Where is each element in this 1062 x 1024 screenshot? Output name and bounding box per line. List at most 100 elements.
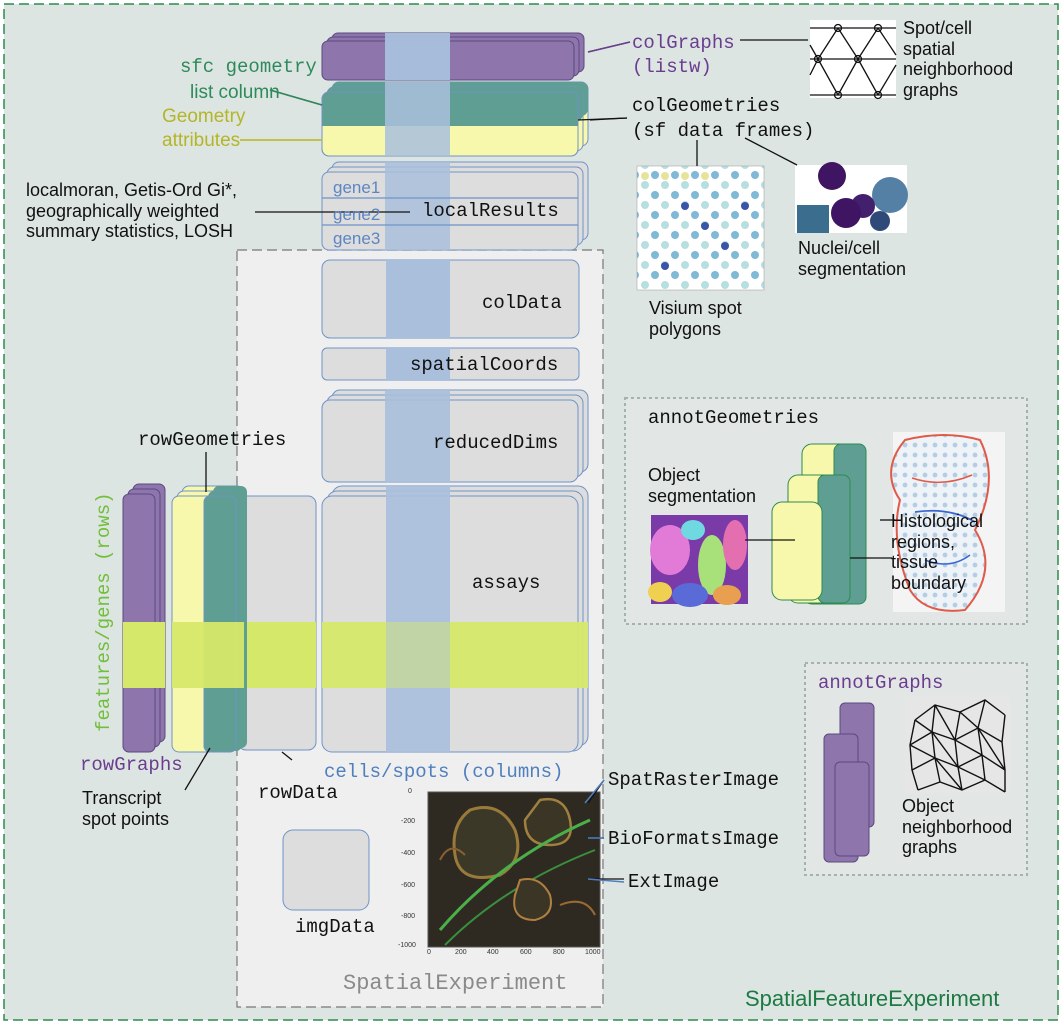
sfc-connector — [269, 89, 323, 106]
assays-stack — [321, 485, 589, 753]
colgeometries-label: colGeometries — [632, 95, 781, 117]
object-seg-line: segmentation — [648, 485, 757, 506]
sfc-geometry-label: sfc geometry — [180, 56, 317, 79]
histological-line: boundary — [891, 573, 967, 594]
sfc-geometry-word-1: sfc geometry — [180, 56, 317, 78]
local-stats-line: summary statistics, LOSH — [26, 221, 234, 242]
rowdata-box — [237, 495, 317, 751]
colgraphs-stack — [321, 32, 585, 81]
colgeometries-type-label: (sf data frames) — [632, 120, 815, 142]
visium-yellow — [641, 172, 709, 180]
histological-caption: Histological regions, tissue boundary — [891, 511, 983, 594]
image-connector-1 — [584, 779, 605, 804]
geometry-attributes-label-2: attributes — [162, 130, 241, 151]
spot-graph-caption: Spot/cell spatial neighborhood graphs — [903, 18, 1013, 101]
transcript-caption: Transcript spot points — [82, 788, 169, 829]
local-stats-line: geographically weighted — [26, 200, 220, 221]
spot-graph-line: Spot/cell — [903, 18, 973, 38]
image-connector-3 — [587, 878, 625, 883]
spot-graph-line: neighborhood — [903, 59, 1014, 80]
spatialcoords-label: spatialCoords — [410, 354, 559, 376]
y-tick-label: -1000 — [398, 942, 416, 949]
object-neighborhood-line: Object — [902, 796, 955, 816]
y-tick-label: -800 — [401, 913, 416, 920]
visium-thumbnail — [636, 165, 765, 291]
x-tick-label: 0 — [427, 949, 431, 956]
histology-thumbnail — [890, 432, 1005, 612]
bioformats-label: BioFormatsImage — [608, 828, 780, 850]
annotgraphs-label: annotGraphs — [818, 672, 944, 694]
object-seg-thumbnail — [648, 515, 748, 607]
annotgraphs-stack — [823, 702, 875, 863]
local-stats-caption: localmoran, Getis-Ord Gi*, geographicall… — [26, 180, 237, 242]
histological-line: Histological — [891, 511, 984, 531]
transcript-line: spot points — [82, 808, 170, 829]
reduceddims-stack — [321, 389, 589, 483]
raster-image-thumbnail — [427, 791, 601, 948]
spot-graph-icon — [809, 20, 897, 100]
extimage-label: ExtImage — [628, 871, 720, 893]
object-neighborhood-caption: Object neighborhood graphs — [902, 796, 1012, 858]
rowgraphs-label: rowGraphs — [80, 754, 183, 776]
object-seg-line: Object — [648, 465, 701, 485]
local-stats-line: localmoran, Getis-Ord Gi*, — [26, 180, 238, 200]
spot-graph-line: spatial — [903, 38, 956, 59]
localresults-stack — [321, 161, 589, 251]
imgdata-box — [282, 829, 370, 911]
annotgeometries-stack — [771, 443, 867, 605]
x-tick-label: 800 — [553, 949, 565, 956]
nuclei-line: Nuclei/cell — [798, 238, 881, 258]
cells-axis-label: cells/spots (columns) — [324, 761, 564, 783]
rowgeometries-stack — [171, 485, 247, 753]
spot-graph-line: graphs — [903, 80, 959, 101]
colgraphs-type-label: (listw) — [632, 56, 712, 78]
object-neighborhood-line: graphs — [902, 837, 958, 858]
x-tick-label: 600 — [520, 949, 532, 956]
spatialcoords-box — [321, 347, 580, 381]
histological-line: tissue — [891, 552, 939, 573]
colgraphs-label: colGraphs — [632, 32, 735, 54]
nuclei-thumbnail — [795, 162, 908, 233]
features-axis-label: features/genes (rows) — [93, 492, 116, 732]
colgeometries-stack — [321, 81, 589, 157]
geometry-attributes-label-1: Geometry — [162, 106, 246, 127]
reduceddims-label: reducedDims — [433, 432, 559, 454]
nuclei-line: segmentation — [798, 258, 907, 279]
gene3-label: gene3 — [333, 229, 381, 248]
colgeom-connector — [577, 117, 628, 121]
visium-line: polygons — [649, 318, 722, 339]
transcript-line: Transcript — [82, 788, 162, 808]
visium-caption: Visium spot polygons — [649, 298, 742, 339]
imgdata-label: imgData — [295, 916, 375, 938]
visium-highlights — [661, 202, 749, 270]
gene2-label: gene2 — [333, 205, 381, 224]
y-tick-label: -200 — [401, 818, 416, 825]
x-tick-label: 400 — [487, 949, 499, 956]
visium-line: Visium spot — [649, 298, 742, 318]
spatraster-label: SpatRasterImage — [608, 769, 780, 791]
colgraphs-connector — [587, 41, 631, 53]
histological-line: regions, — [891, 531, 956, 552]
spatialfeatureexperiment-title: SpatialFeatureExperiment — [745, 986, 1000, 1011]
localresults-label: localResults — [422, 200, 559, 222]
y-tick-label: -600 — [401, 882, 416, 889]
rowgeometries-label: rowGeometries — [138, 429, 287, 451]
x-tick-label: 200 — [455, 949, 467, 956]
y-tick-label: 0 — [408, 788, 412, 795]
spatialexperiment-title: SpatialExperiment — [343, 971, 568, 996]
rowgraphs-stack — [122, 483, 166, 753]
object-neighborhood-line: neighborhood — [902, 816, 1013, 837]
x-tick-label: 1000 — [585, 949, 601, 956]
coldata-label: colData — [482, 292, 562, 314]
gene1-label: gene1 — [333, 178, 381, 197]
annotgeometries-label: annotGeometries — [648, 407, 820, 429]
nuclei-caption: Nuclei/cell segmentation — [798, 238, 906, 279]
list-column-label: list column — [190, 82, 280, 103]
object-seg-caption: Object segmentation — [648, 465, 756, 506]
y-tick-label: -400 — [401, 850, 416, 857]
coldata-box — [321, 259, 580, 339]
rowdata-label: rowData — [258, 782, 338, 804]
assays-label: assays — [472, 572, 541, 594]
neighborhood-graph-thumbnail — [905, 697, 1010, 793]
